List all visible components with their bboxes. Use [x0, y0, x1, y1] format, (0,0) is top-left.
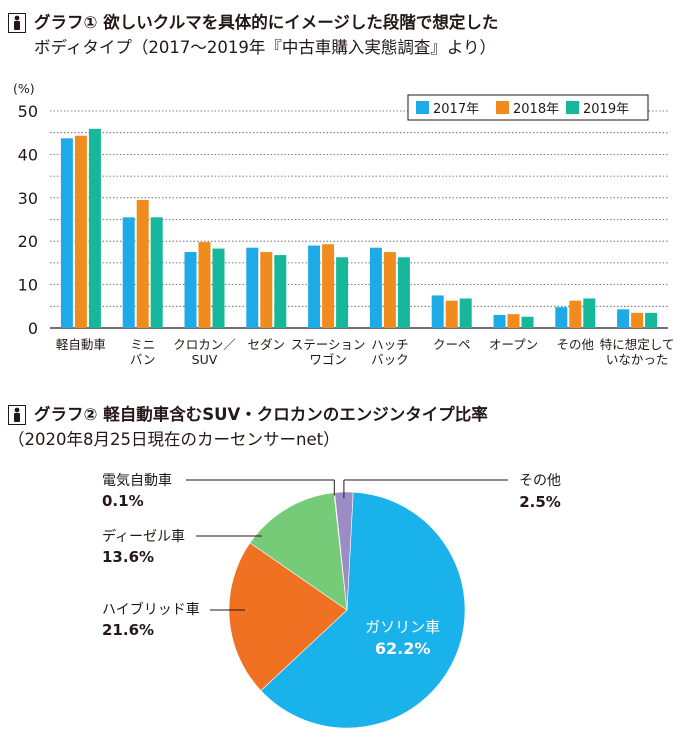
bar	[246, 247, 259, 328]
graph2-title: グラフ② 軽自動車含むSUV・クロカンのエンジンタイプ比率 （2020年8月25…	[8, 402, 488, 452]
bar	[336, 257, 349, 328]
y-tick-label: 30	[18, 189, 38, 208]
bar	[583, 298, 596, 328]
bar	[136, 199, 149, 328]
pie-slice	[249, 492, 348, 611]
bar	[397, 257, 410, 328]
x-tick-label: ワゴン	[309, 352, 347, 367]
graph1-title-line2: ボディタイプ（2017〜2019年『中古車購入実態調査』より）	[34, 38, 496, 57]
graph2-title-line1: グラフ② 軽自動車含むSUV・クロカンのエンジンタイプ比率	[34, 405, 488, 424]
pie-slice-value: 13.6%	[102, 548, 154, 566]
y-tick-label: 40	[18, 145, 38, 164]
bar	[521, 316, 534, 328]
x-tick-label: ミニ	[130, 337, 155, 352]
x-tick-label: その他	[557, 337, 595, 352]
x-tick-label: 軽自動車	[56, 337, 106, 352]
y-tick-label: 0	[28, 319, 38, 338]
bar	[212, 248, 225, 328]
x-tick-label: オープン	[489, 337, 538, 352]
pie-slice-name: ディーゼル車	[102, 528, 185, 545]
legend: 2017年 2018年 2019年	[407, 94, 649, 121]
bar	[493, 314, 506, 328]
person-icon	[8, 12, 26, 33]
pie-slice	[228, 542, 348, 692]
bar	[88, 128, 101, 328]
bar	[60, 138, 73, 328]
x-tick-label: SUV	[192, 352, 218, 367]
pie-slice-value: 21.6%	[102, 621, 154, 639]
y-unit-label: (%)	[13, 81, 35, 96]
legend-label: 2018年	[513, 102, 559, 117]
legend-swatch	[566, 101, 579, 114]
bar	[507, 314, 520, 328]
bar	[617, 309, 630, 328]
x-tick-label: バン	[130, 352, 156, 367]
x-tick-label: ハッチ	[371, 337, 409, 352]
x-tick-label: ステーション	[291, 337, 366, 352]
y-tick-label: 50	[18, 102, 38, 121]
bar	[322, 244, 335, 328]
pie-slice	[260, 491, 466, 729]
bar	[308, 245, 321, 328]
x-tick-label: いなかった	[606, 352, 669, 367]
person-icon	[8, 404, 26, 425]
bar	[198, 242, 211, 328]
pie-slice-name: その他	[519, 473, 561, 489]
legend-swatch	[416, 101, 429, 114]
bar	[645, 312, 658, 328]
x-tick-label: 特に想定して	[600, 337, 675, 352]
bar	[555, 307, 568, 328]
y-tick-label: 10	[18, 276, 38, 295]
y-tick-label: 20	[18, 232, 38, 251]
bar	[631, 312, 644, 328]
bar	[431, 295, 444, 328]
graph2-title-line2: （2020年8月25日現在のカーセンサーnet）	[8, 430, 340, 449]
x-tick-label: クロカン／	[173, 337, 236, 352]
x-tick-label: バック	[371, 352, 409, 367]
legend-swatch	[496, 101, 509, 114]
legend-box	[407, 94, 649, 121]
bar	[74, 135, 87, 328]
x-tick-label: クーペ	[433, 337, 471, 352]
pie-slice-name: ガソリン車	[365, 618, 440, 636]
bar	[383, 252, 396, 328]
graph1-title: グラフ① 欲しいクルマを具体的にイメージした段階で想定した ボディタイプ（201…	[8, 10, 498, 60]
bar	[569, 300, 582, 328]
bar	[274, 255, 287, 328]
x-tick-label: セダン	[248, 337, 286, 352]
bar	[122, 217, 135, 328]
bar	[369, 247, 382, 328]
pie-slice-name: ハイブリッド車	[102, 601, 200, 618]
bar	[260, 252, 273, 328]
bar	[184, 252, 197, 328]
pie-slice-value: 0.1%	[102, 492, 144, 510]
pie-slice-value: 2.5%	[519, 493, 561, 511]
legend-label: 2017年	[433, 102, 479, 117]
bar	[459, 298, 472, 328]
bar	[445, 300, 458, 328]
legend-label: 2019年	[583, 102, 629, 117]
pie-slice-name: 電気自動車	[102, 472, 172, 489]
bar	[150, 217, 163, 328]
graph1-title-line1: グラフ① 欲しいクルマを具体的にイメージした段階で想定した	[34, 13, 499, 32]
pie-slice-value: 62.2%	[375, 639, 431, 658]
